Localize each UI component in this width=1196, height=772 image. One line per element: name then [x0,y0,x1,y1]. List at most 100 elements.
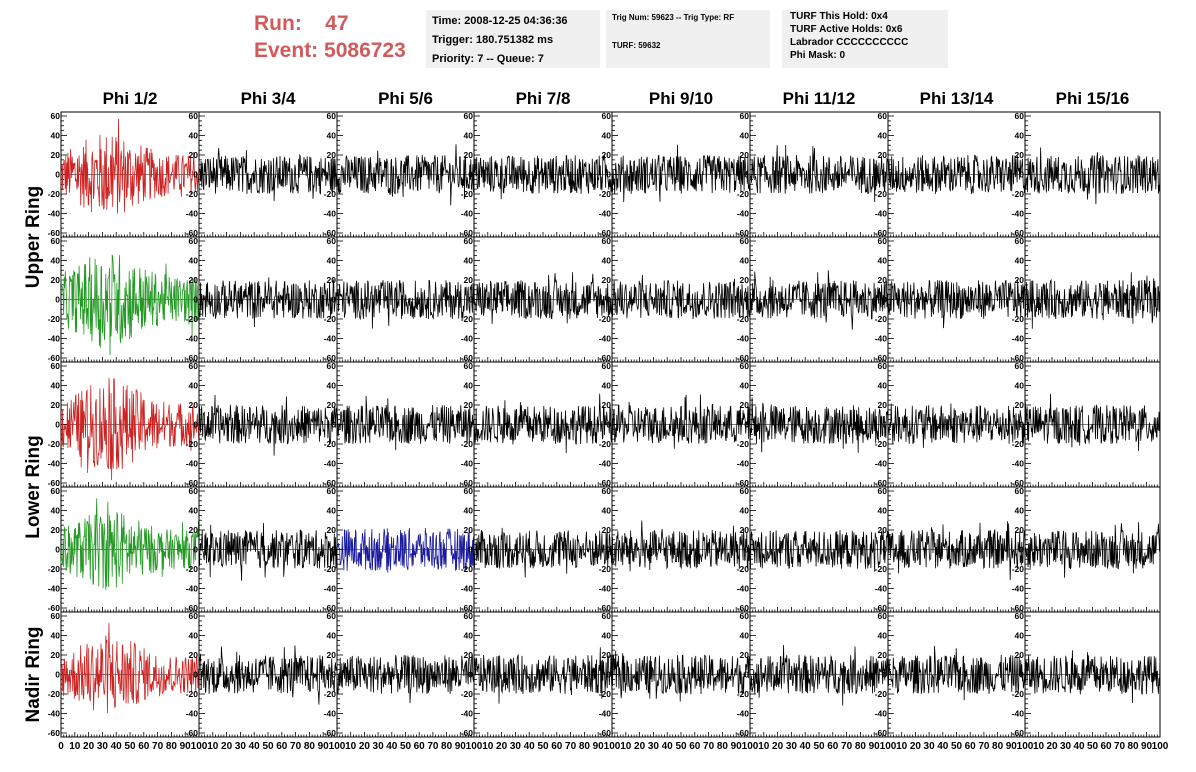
y-tick-label: -40 [48,334,61,344]
waveform-trace [611,520,751,572]
y-tick-label: 20 [327,400,337,410]
y-tick-label: 0 [193,670,198,680]
y-tick-label: 40 [51,256,61,266]
y-tick-label: -20 [324,439,337,449]
y-tick-label: -40 [599,334,612,344]
ring-label: Nadir Ring [23,626,44,722]
y-tick-label: 20 [327,650,337,660]
waveform-trace [198,645,338,705]
x-tick-label: 60 [138,741,150,752]
y-tick-label: -20 [461,439,474,449]
x-tick-label: 80 [579,741,591,752]
y-tick-label: -60 [324,228,337,238]
y-tick-label: 20 [51,150,61,160]
y-tick-label: -20 [737,189,750,199]
x-tick-label: 30 [786,741,798,752]
waveform-trace [887,521,1026,581]
y-tick-label: 40 [327,381,337,391]
y-tick-label: -40 [186,334,199,344]
column-header: Phi 3/4 [241,89,296,108]
x-tick-label: 30 [235,741,247,752]
y-tick-label: 20 [189,400,199,410]
y-tick-label: -40 [461,459,474,469]
x-tick-label: 20 [634,741,646,752]
y-tick-label: 0 [468,545,473,555]
y-tick-label: -60 [737,228,750,238]
y-tick-label: -60 [186,228,199,238]
y-tick-label: 40 [1015,631,1025,641]
y-tick-label: 40 [740,131,750,141]
x-tick-label: 60 [965,741,977,752]
y-tick-label: -40 [324,334,337,344]
y-tick-label: 0 [331,420,336,430]
y-tick-label: 40 [464,381,474,391]
waveform-trace [336,528,475,573]
y-tick-label: 20 [740,650,750,660]
y-tick-label: 0 [606,295,611,305]
y-tick-label: 40 [464,131,474,141]
x-tick-label: 70 [152,741,164,752]
run-row: Run: 47 [254,10,406,37]
x-tick-label: 90 [318,741,330,752]
y-tick-label: -60 [875,353,888,363]
y-tick-label: -60 [599,478,612,488]
column-header: Phi 15/16 [1056,89,1130,108]
waveform-trace [749,529,889,572]
y-tick-label: 60 [740,111,750,121]
y-tick-label: -20 [48,439,61,449]
y-tick-label: 0 [606,420,611,430]
y-tick-label: 60 [327,611,337,621]
x-tick-label: 40 [662,741,674,752]
y-tick-label: 20 [1015,275,1025,285]
x-tick-label: 20 [910,741,922,752]
y-tick-label: 40 [878,506,888,516]
x-tick-label: 50 [400,741,412,752]
y-tick-label: -40 [186,584,199,594]
x-tick-label: 90 [1141,741,1153,752]
x-tick-label: 40 [524,741,536,752]
y-tick-label: 20 [1015,650,1025,660]
y-tick-label: -20 [1012,314,1025,324]
y-tick-label: 60 [189,486,199,496]
y-tick-label: 60 [878,236,888,246]
y-tick-label: -40 [1012,584,1025,594]
x-tick-label: 50 [262,741,274,752]
y-tick-label: -40 [1012,459,1025,469]
ring-label: Upper Ring [23,186,44,288]
y-tick-label: 40 [740,256,750,266]
y-tick-label: 40 [878,256,888,266]
y-tick-label: -60 [599,228,612,238]
labrador-text: Labrador CCCCCCCCCC [790,37,909,48]
y-tick-label: 20 [602,150,612,160]
y-tick-label: 0 [744,545,749,555]
y-tick-label: -20 [186,689,199,699]
x-tick-label: 60 [689,741,701,752]
y-tick-label: -20 [48,689,61,699]
y-tick-label: 60 [189,111,199,121]
run-event-block: Run: 47 Event: 5086723 [254,10,406,64]
x-tick-label: 10 [758,741,770,752]
y-tick-label: -60 [48,603,61,613]
y-tick-label: -60 [461,728,474,738]
y-tick-label: 60 [602,611,612,621]
trig-num-text: Trig Num: 59623 -- Trig Type: RF [612,13,735,22]
y-tick-label: 60 [464,111,474,121]
y-tick-label: 0 [744,420,749,430]
x-tick-label: 80 [304,741,316,752]
run-value: 47 [325,12,349,35]
x-tick-label: 50 [951,741,963,752]
y-tick-label: 0 [1019,420,1024,430]
waveform-trace [749,397,889,453]
y-tick-label: 60 [327,486,337,496]
waveform-trace [198,147,338,202]
y-tick-label: 40 [51,131,61,141]
y-tick-label: 40 [189,631,199,641]
x-tick-label: 100 [191,741,208,752]
y-tick-label: 0 [193,170,198,180]
y-tick-label: 40 [602,131,612,141]
x-tick-label: 10 [896,741,908,752]
x-tick-label: 70 [703,741,715,752]
y-tick-label: 0 [744,670,749,680]
y-tick-label: 20 [464,275,474,285]
y-tick-label: 60 [878,486,888,496]
